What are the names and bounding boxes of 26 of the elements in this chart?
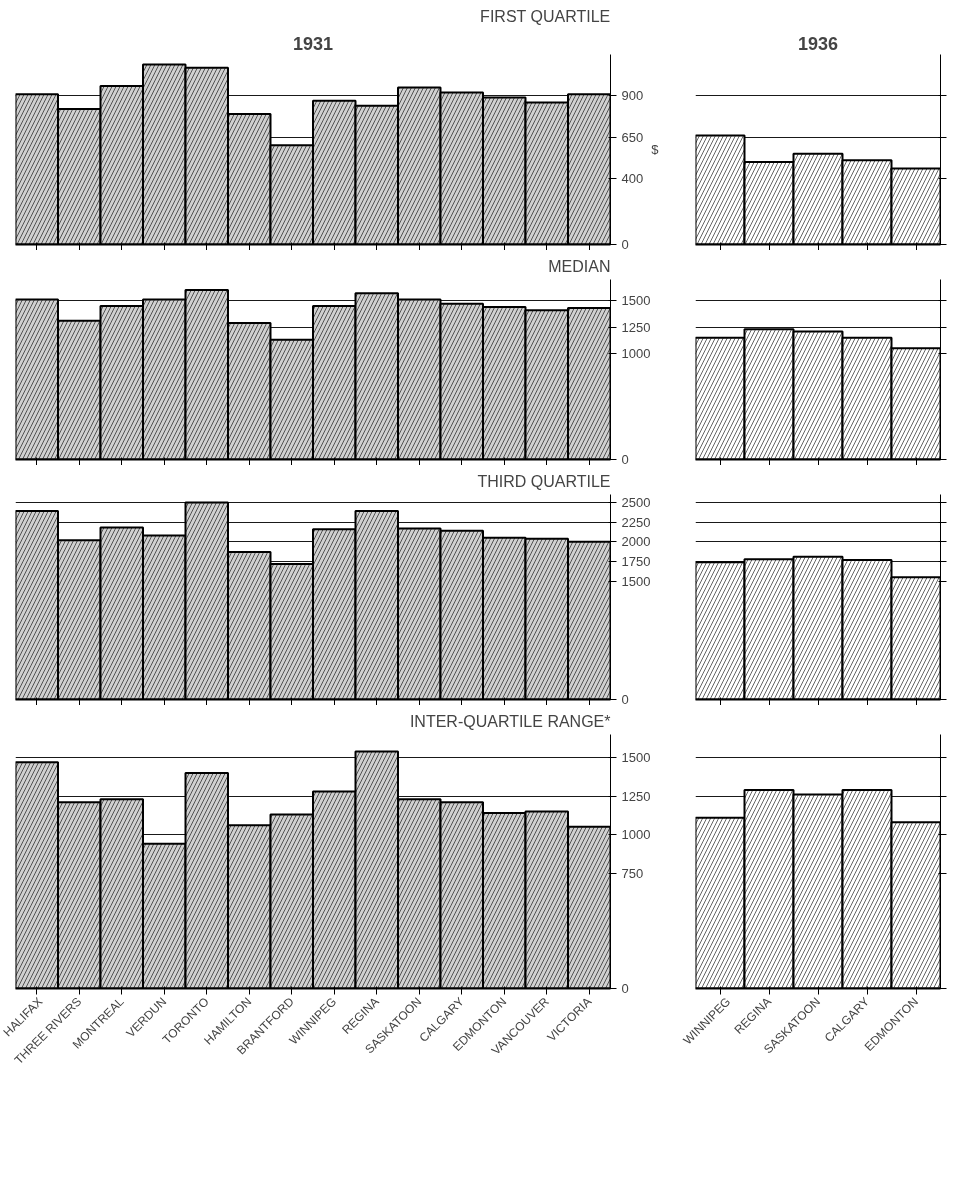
y-tick-label: 1500 (621, 573, 651, 589)
chart-title: FIRST QUARTILE (480, 7, 611, 25)
y-tick-label: 2500 (621, 494, 651, 510)
y-tick-label: 1250 (621, 788, 651, 804)
y-tick-label: 750 (621, 865, 644, 881)
y-tick-label: 900 (621, 88, 644, 104)
y-tick-label: 1500 (621, 293, 651, 309)
y-tick-label: 1250 (621, 319, 651, 335)
y-tick-label: 1500 (621, 750, 651, 766)
y-tick-label: 1000 (621, 346, 651, 362)
y-tick-label: 2000 (621, 534, 651, 550)
y-tick-label: 2250 (621, 514, 651, 530)
y-tick-label: 0 (621, 452, 629, 467)
y-axis-title: $ (651, 142, 660, 157)
y-tick-label: 0 (621, 692, 629, 707)
y-tick-label: 650 (621, 129, 644, 145)
chart-title: MEDIAN (548, 257, 611, 275)
chart-subtitle: 1936 (797, 33, 839, 54)
chart-title: THIRD QUARTILE (477, 472, 611, 490)
chart-title: INTER-QUARTILE RANGE* (409, 712, 611, 730)
y-tick-label: 1750 (621, 554, 651, 570)
y-tick-label: 400 (621, 170, 644, 186)
y-tick-label: 0 (621, 237, 629, 252)
y-tick-label: 1000 (621, 827, 651, 843)
chart-subtitle: 1931 (292, 33, 334, 54)
y-tick-label: 0 (621, 981, 629, 996)
